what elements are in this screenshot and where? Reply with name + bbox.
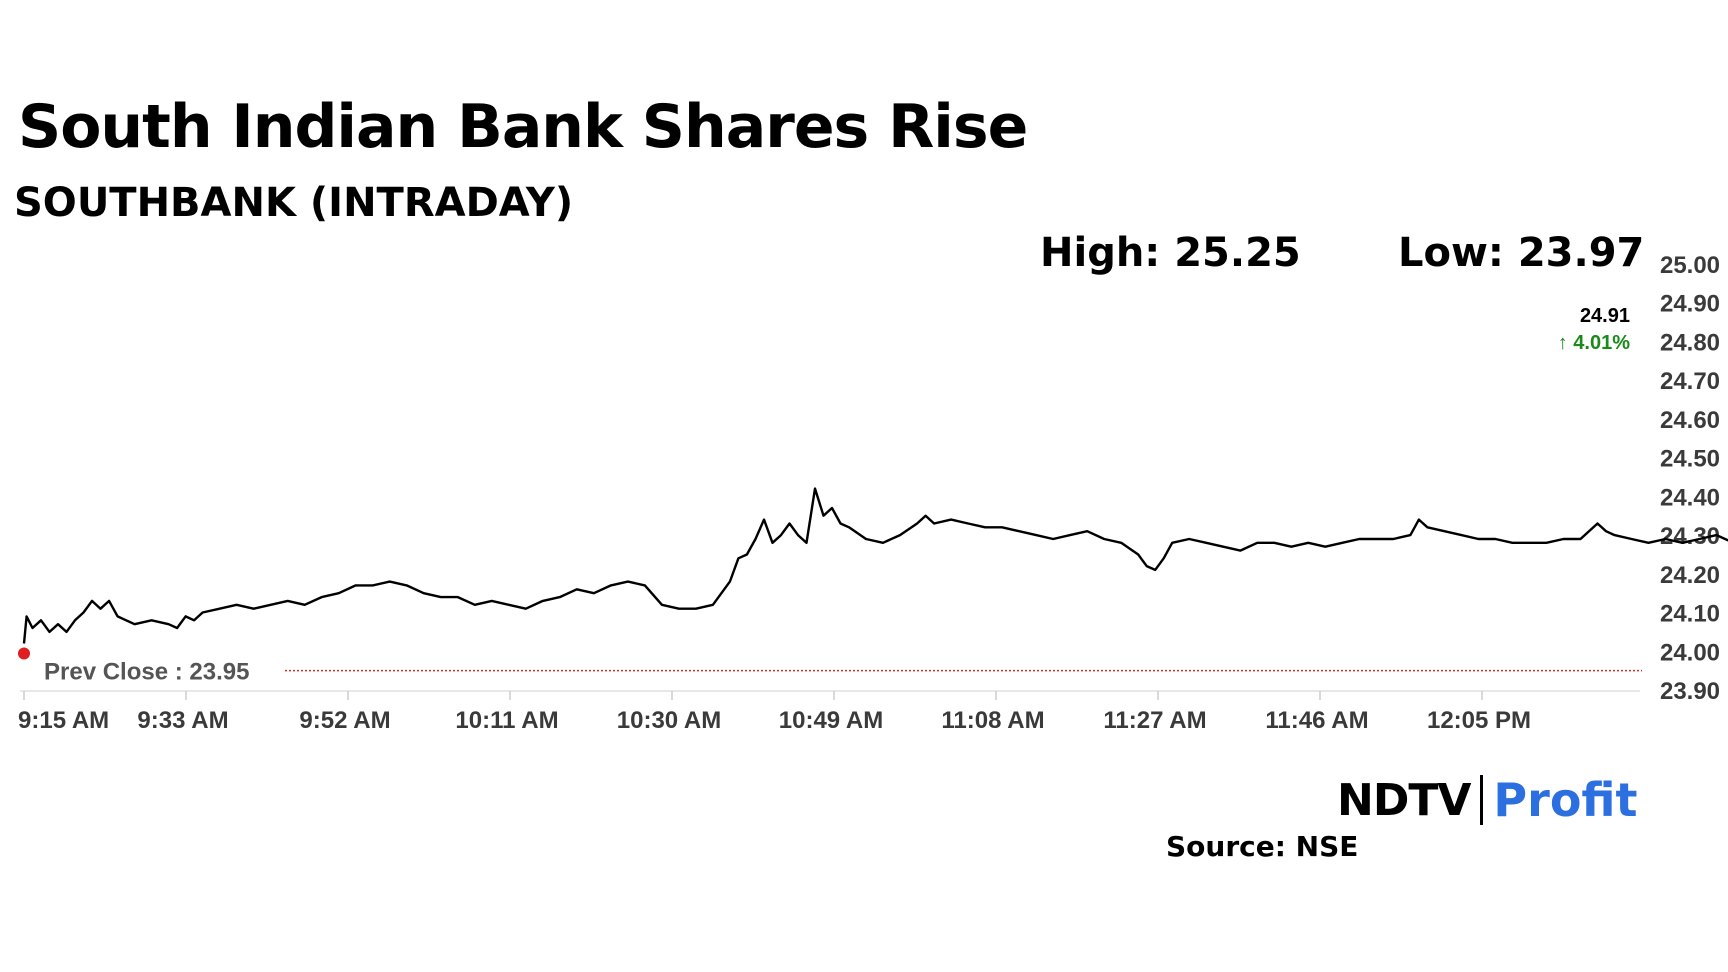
y-tick-label: 25.00 xyxy=(1660,252,1720,279)
source-note: Source: NSE xyxy=(1166,830,1359,863)
chart-markers xyxy=(18,647,30,660)
y-axis-ticks: 23.9024.0024.1024.2024.3024.4024.5024.60… xyxy=(1660,252,1720,705)
high-stat: High: 25.25 xyxy=(1040,230,1301,276)
percent-change-label: ↑ 4.01% xyxy=(1558,332,1630,354)
x-tick-label: 11:46 AM xyxy=(1265,707,1368,734)
x-axis-ticks: 9:15 AM 9:33 AM 9:52 AM 10:11 AM 10:30 AM 10:… xyxy=(18,691,1531,734)
x-tick-label: 11:27 AM xyxy=(1103,707,1206,734)
y-tick-label: 24.20 xyxy=(1660,562,1720,589)
intraday-line-chart: 23.9024.0024.1024.2024.3024.4024.5024.60… xyxy=(18,252,1728,734)
y-tick-label: 24.50 xyxy=(1660,446,1720,473)
logo-divider xyxy=(1480,775,1484,825)
low-stat: Low: 23.97 xyxy=(1398,230,1645,276)
x-tick-label: 9:15 AM xyxy=(18,707,109,734)
y-tick-label: 24.00 xyxy=(1660,639,1720,666)
prev-close-label: Prev Close : 23.95 xyxy=(44,659,249,686)
y-tick-label: 24.80 xyxy=(1660,329,1720,356)
price-series-line xyxy=(22,487,1728,644)
chart-subtitle: SOUTHBANK (INTRADAY) xyxy=(14,180,574,226)
x-tick-label: 9:33 AM xyxy=(137,707,228,734)
y-tick-label: 24.90 xyxy=(1660,291,1720,318)
ndtv-wordmark: NDTV xyxy=(1337,774,1471,826)
x-tick-label: 11:08 AM xyxy=(941,707,1044,734)
x-tick-label: 10:30 AM xyxy=(617,707,721,734)
x-tick-label: 12:05 PM xyxy=(1427,707,1531,734)
x-tick-label: 10:11 AM xyxy=(455,707,558,734)
y-tick-label: 24.10 xyxy=(1660,601,1720,628)
last-price-label: 24.91 xyxy=(1580,305,1630,327)
y-tick-label: 24.70 xyxy=(1660,368,1720,395)
profit-wordmark: Profit xyxy=(1493,773,1638,827)
ndtv-profit-logo: NDTV Profit xyxy=(1337,772,1638,828)
y-tick-label: 24.40 xyxy=(1660,484,1720,511)
y-tick-label: 24.60 xyxy=(1660,407,1720,434)
x-tick-label: 9:52 AM xyxy=(299,707,390,734)
chart-title: South Indian Bank Shares Rise xyxy=(18,92,1028,162)
start-marker xyxy=(18,647,30,660)
x-tick-label: 10:49 AM xyxy=(779,707,883,734)
y-tick-label: 23.90 xyxy=(1660,678,1720,705)
